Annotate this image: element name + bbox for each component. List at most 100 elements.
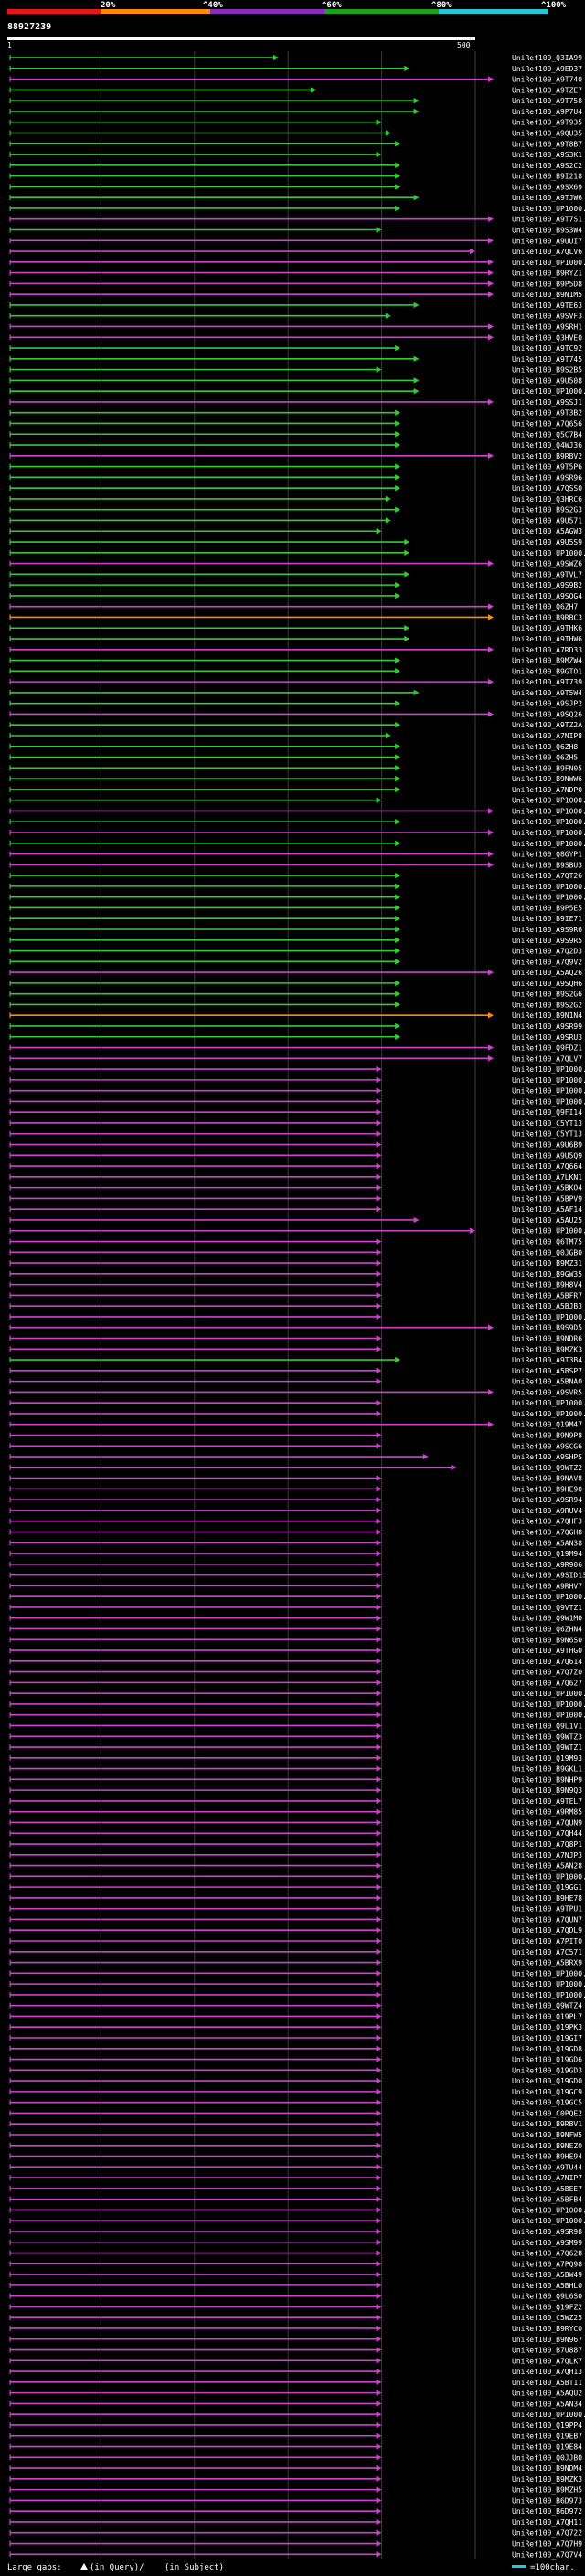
- hit-label[interactable]: UniRef100_UP1000..: [512, 1593, 585, 1601]
- hit-label[interactable]: UniRef100_UP1000..: [512, 1227, 585, 1235]
- hit-label[interactable]: UniRef100_A9TE63: [512, 302, 582, 310]
- hit-label[interactable]: UniRef100_A9S9R6: [512, 926, 582, 934]
- hit-label[interactable]: UniRef100_A7Q627: [512, 1679, 582, 1687]
- hit-label[interactable]: UniRef100_UP1000..: [512, 1991, 585, 1999]
- hit-label[interactable]: UniRef100_UP1000..: [512, 2411, 585, 2419]
- hit-label[interactable]: UniRef100_A9QU35: [512, 130, 582, 138]
- hit-label[interactable]: UniRef100_B9FN05: [512, 764, 582, 772]
- hit-label[interactable]: UniRef100_UP1000..: [512, 1690, 585, 1698]
- hit-label[interactable]: UniRef100_B9RYC0: [512, 2325, 582, 2333]
- hit-label[interactable]: UniRef100_A9T740: [512, 76, 582, 84]
- hit-label[interactable]: UniRef100_A7PQ98: [512, 2260, 582, 2268]
- hit-label[interactable]: UniRef100_Q0JGB0: [512, 1248, 582, 1256]
- hit-label[interactable]: UniRef100_A7LKN1: [512, 1173, 582, 1182]
- hit-label[interactable]: UniRef100_Q5C7B4: [512, 430, 582, 439]
- hit-label[interactable]: UniRef100_B9MZK3: [512, 1345, 582, 1353]
- hit-label[interactable]: UniRef100_Q9VTZ1: [512, 1604, 582, 1612]
- hit-label[interactable]: UniRef100_A7QT26: [512, 872, 582, 880]
- hit-label[interactable]: UniRef100_A5AN38: [512, 1539, 582, 1547]
- hit-label[interactable]: UniRef100_A9U6B9: [512, 1141, 582, 1150]
- hit-label[interactable]: UniRef100_Q19GD8: [512, 2045, 582, 2053]
- hit-label[interactable]: UniRef100_A9TZE7: [512, 86, 582, 94]
- hit-label[interactable]: UniRef100_A5AQ26: [512, 969, 582, 977]
- hit-label[interactable]: UniRef100_Q19GD0: [512, 2077, 582, 2085]
- hit-label[interactable]: UniRef100_UP1000..: [512, 1410, 585, 1418]
- hit-label[interactable]: UniRef100_A7NIP7: [512, 2174, 582, 2182]
- hit-label[interactable]: UniRef100_A7QH11: [512, 2518, 582, 2527]
- hit-label[interactable]: UniRef100_Q19GD6: [512, 2056, 582, 2064]
- hit-label[interactable]: UniRef100_A9THW6: [512, 635, 582, 643]
- hit-label[interactable]: UniRef100_B9GKL1: [512, 1765, 582, 1774]
- hit-label[interactable]: UniRef100_A5BW49: [512, 2271, 582, 2279]
- hit-label[interactable]: UniRef100_A5BHL0: [512, 2282, 582, 2290]
- hit-label[interactable]: UniRef100_Q19PK3: [512, 2023, 582, 2031]
- hit-label[interactable]: UniRef100_Q3HVE0: [512, 334, 582, 342]
- hit-label[interactable]: UniRef100_UP1000..: [512, 1701, 585, 1709]
- hit-label[interactable]: UniRef100_UP1000..: [512, 1097, 585, 1106]
- hit-label[interactable]: UniRef100_UP1000..: [512, 1969, 585, 1977]
- hit-label[interactable]: UniRef100_Q19GI7: [512, 2034, 582, 2042]
- hit-label[interactable]: UniRef100_A9TPU1: [512, 1905, 582, 1913]
- hit-label[interactable]: UniRef100_B9S2G3: [512, 506, 582, 514]
- hit-label[interactable]: UniRef100_Q19GD3: [512, 2066, 582, 2074]
- hit-label[interactable]: UniRef100_A7QLK7: [512, 2357, 582, 2365]
- hit-label[interactable]: UniRef100_B6D972: [512, 2507, 582, 2516]
- hit-label[interactable]: UniRef100_A9S2C2: [512, 162, 582, 170]
- hit-label[interactable]: UniRef100_Q9WTZ2: [512, 1464, 582, 1472]
- hit-label[interactable]: UniRef100_B9S9D5: [512, 1324, 582, 1332]
- hit-label[interactable]: UniRef100_A7RD33: [512, 646, 582, 654]
- hit-label[interactable]: UniRef100_A7Q7Z0: [512, 1669, 582, 1677]
- hit-label[interactable]: UniRef100_Q19PP4: [512, 2422, 582, 2430]
- hit-label[interactable]: UniRef100_A5AQU2: [512, 2390, 582, 2398]
- hit-label[interactable]: UniRef100_B9P5E5: [512, 904, 582, 912]
- hit-label[interactable]: UniRef100_B9MZH5: [512, 2486, 582, 2495]
- hit-label[interactable]: UniRef100_A9TZ2A: [512, 721, 582, 729]
- hit-label[interactable]: UniRef100_A5BFB4: [512, 2196, 582, 2204]
- hit-label[interactable]: UniRef100_A9SRU3: [512, 1034, 582, 1042]
- hit-label[interactable]: UniRef100_A9THK6: [512, 624, 582, 632]
- hit-label[interactable]: UniRef100_A5AN28: [512, 1862, 582, 1871]
- hit-label[interactable]: UniRef100_A7NDP0: [512, 786, 582, 794]
- hit-label[interactable]: UniRef100_C5YT13: [512, 1119, 582, 1128]
- hit-label[interactable]: UniRef100_A7QLV7: [512, 1055, 582, 1063]
- hit-label[interactable]: UniRef100_B9RBV2: [512, 452, 582, 461]
- hit-label[interactable]: UniRef100_Q9FI14: [512, 1108, 582, 1117]
- hit-label[interactable]: UniRef100_UP1000..: [512, 549, 585, 557]
- hit-label[interactable]: UniRef100_A5BSP7: [512, 1367, 582, 1375]
- hit-label[interactable]: UniRef100_A7Q8P1: [512, 1840, 582, 1849]
- hit-label[interactable]: UniRef100_C0PQE2: [512, 2109, 582, 2117]
- hit-label[interactable]: UniRef100_B9NAV8: [512, 1475, 582, 1483]
- hit-label[interactable]: UniRef100_A7Q664: [512, 1162, 582, 1171]
- hit-label[interactable]: UniRef100_Q9WTZ4: [512, 2002, 582, 2010]
- hit-label[interactable]: UniRef100_B9S2G6: [512, 991, 582, 999]
- hit-label[interactable]: UniRef100_A5BRX9: [512, 1959, 582, 1967]
- hit-label[interactable]: UniRef100_A9SR96: [512, 473, 582, 482]
- hit-label[interactable]: UniRef100_Q6ZH5: [512, 754, 578, 762]
- hit-label[interactable]: UniRef100_UP1000..: [512, 1712, 585, 1720]
- hit-label[interactable]: UniRef100_A9SR98: [512, 2228, 582, 2236]
- hit-label[interactable]: UniRef100_A9SQH6: [512, 980, 582, 988]
- hit-label[interactable]: UniRef100_Q6ZH8: [512, 743, 578, 751]
- hit-label[interactable]: UniRef100_B9HE78: [512, 1894, 582, 1903]
- hit-label[interactable]: UniRef100_A9S3K1: [512, 151, 582, 159]
- hit-label[interactable]: UniRef100_Q19PL7: [512, 2012, 582, 2020]
- hit-label[interactable]: UniRef100_A9SR94: [512, 1496, 582, 1504]
- hit-label[interactable]: UniRef100_Q19FZ2: [512, 2303, 582, 2311]
- hit-label[interactable]: UniRef100_A7QHF3: [512, 1518, 582, 1526]
- hit-label[interactable]: UniRef100_B7U887: [512, 2347, 582, 2355]
- hit-label[interactable]: UniRef100_B9NFW5: [512, 2131, 582, 2139]
- hit-label[interactable]: UniRef100_A7QUN7: [512, 1915, 582, 1924]
- hit-label[interactable]: UniRef100_C5YT13: [512, 1130, 582, 1139]
- hit-label[interactable]: UniRef100_Q8GYP1: [512, 851, 582, 859]
- hit-label[interactable]: UniRef100_UP1000..: [512, 829, 585, 837]
- hit-label[interactable]: UniRef100_UP1000..: [512, 883, 585, 891]
- hit-label[interactable]: UniRef100_Q19GG1: [512, 1883, 582, 1892]
- hit-label[interactable]: UniRef100_A9T7S1: [512, 216, 582, 224]
- hit-label[interactable]: UniRef100_Q19E84: [512, 2443, 582, 2452]
- hit-label[interactable]: UniRef100_B9H8V4: [512, 1281, 582, 1289]
- hit-label[interactable]: UniRef100_Q3IA99: [512, 54, 582, 62]
- hit-label[interactable]: UniRef100_UP1000..: [512, 205, 585, 213]
- hit-label[interactable]: UniRef100_A5AU25: [512, 1216, 582, 1224]
- hit-label[interactable]: UniRef100_A7QH44: [512, 1829, 582, 1838]
- hit-label[interactable]: UniRef100_B9MZW4: [512, 657, 582, 665]
